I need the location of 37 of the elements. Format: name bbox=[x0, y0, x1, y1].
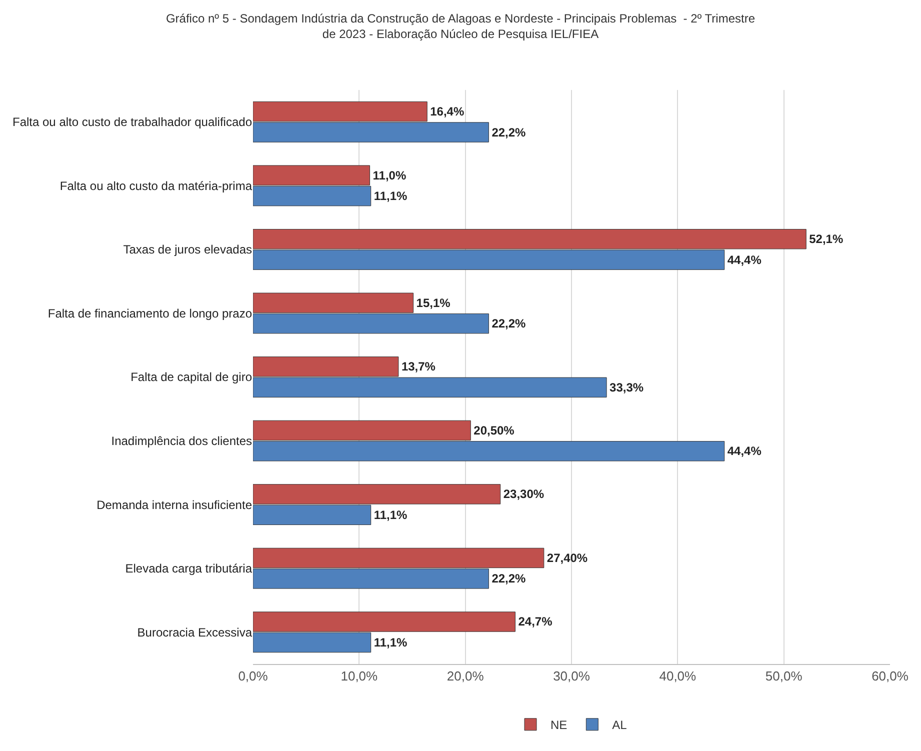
data-label: 11,1% bbox=[374, 635, 408, 650]
data-label: 22,2% bbox=[492, 125, 526, 140]
data-label: 20,50% bbox=[474, 423, 515, 438]
data-label: 33,3% bbox=[610, 380, 644, 394]
y-tick-label: Falta ou alto custo de trabalhador qualificado bbox=[12, 115, 252, 130]
y-tick-label: Demanda interna insuficiente bbox=[96, 498, 252, 512]
x-tick-label: 10,0% bbox=[340, 668, 378, 684]
x-tick-label: 40,0% bbox=[659, 668, 697, 684]
legend-label: AL bbox=[612, 718, 628, 732]
y-tick-label: Falta ou alto custo da matéria-prima bbox=[60, 178, 252, 193]
data-label: 22,2% bbox=[492, 316, 526, 331]
data-label: 22,2% bbox=[492, 572, 526, 586]
chart-title: Gráfico nº 5 - Sondagem Indústria da Construção de Alagoas e Nordeste - Principais Problemas - 2º Trimestre de 2023 - Elaboração Núcleo de Pesquisa IEL/FIEA bbox=[166, 12, 756, 42]
y-tick-label: Elevada carga tributária bbox=[125, 562, 252, 576]
data-label: 16,4% bbox=[430, 104, 464, 119]
data-label: 44,4% bbox=[727, 444, 762, 458]
data-label: 27,40% bbox=[546, 550, 588, 565]
data-label: 13,7% bbox=[401, 360, 436, 374]
data-label: 24,7% bbox=[518, 614, 553, 629]
y-tick-label: Falta de capital de giro bbox=[130, 370, 252, 384]
x-tick-label: 30,0% bbox=[553, 668, 590, 684]
data-label: 15,1% bbox=[416, 296, 451, 310]
data-label: 23,30% bbox=[503, 487, 544, 502]
data-label: 52,1% bbox=[809, 232, 844, 246]
data-label: 11,1% bbox=[374, 508, 408, 522]
y-tick-label: Falta de financiamento de longo prazo bbox=[48, 306, 252, 320]
x-tick-label: 20,0% bbox=[446, 668, 484, 684]
y-tick-label: Burocracia Excessiva bbox=[137, 625, 252, 640]
x-tick-label: 60,0% bbox=[872, 668, 909, 684]
legend-label: NE bbox=[550, 718, 568, 732]
data-label: 44,4% bbox=[727, 252, 762, 267]
data-label: 11,1% bbox=[374, 189, 408, 204]
x-tick-label: 0,0% bbox=[238, 668, 268, 684]
y-tick-label: Inadimplência dos clientes bbox=[111, 434, 252, 448]
x-tick-label: 50,0% bbox=[765, 668, 803, 684]
data-label: 11,0% bbox=[372, 168, 406, 182]
y-tick-label: Taxas de juros elevadas bbox=[123, 242, 252, 257]
